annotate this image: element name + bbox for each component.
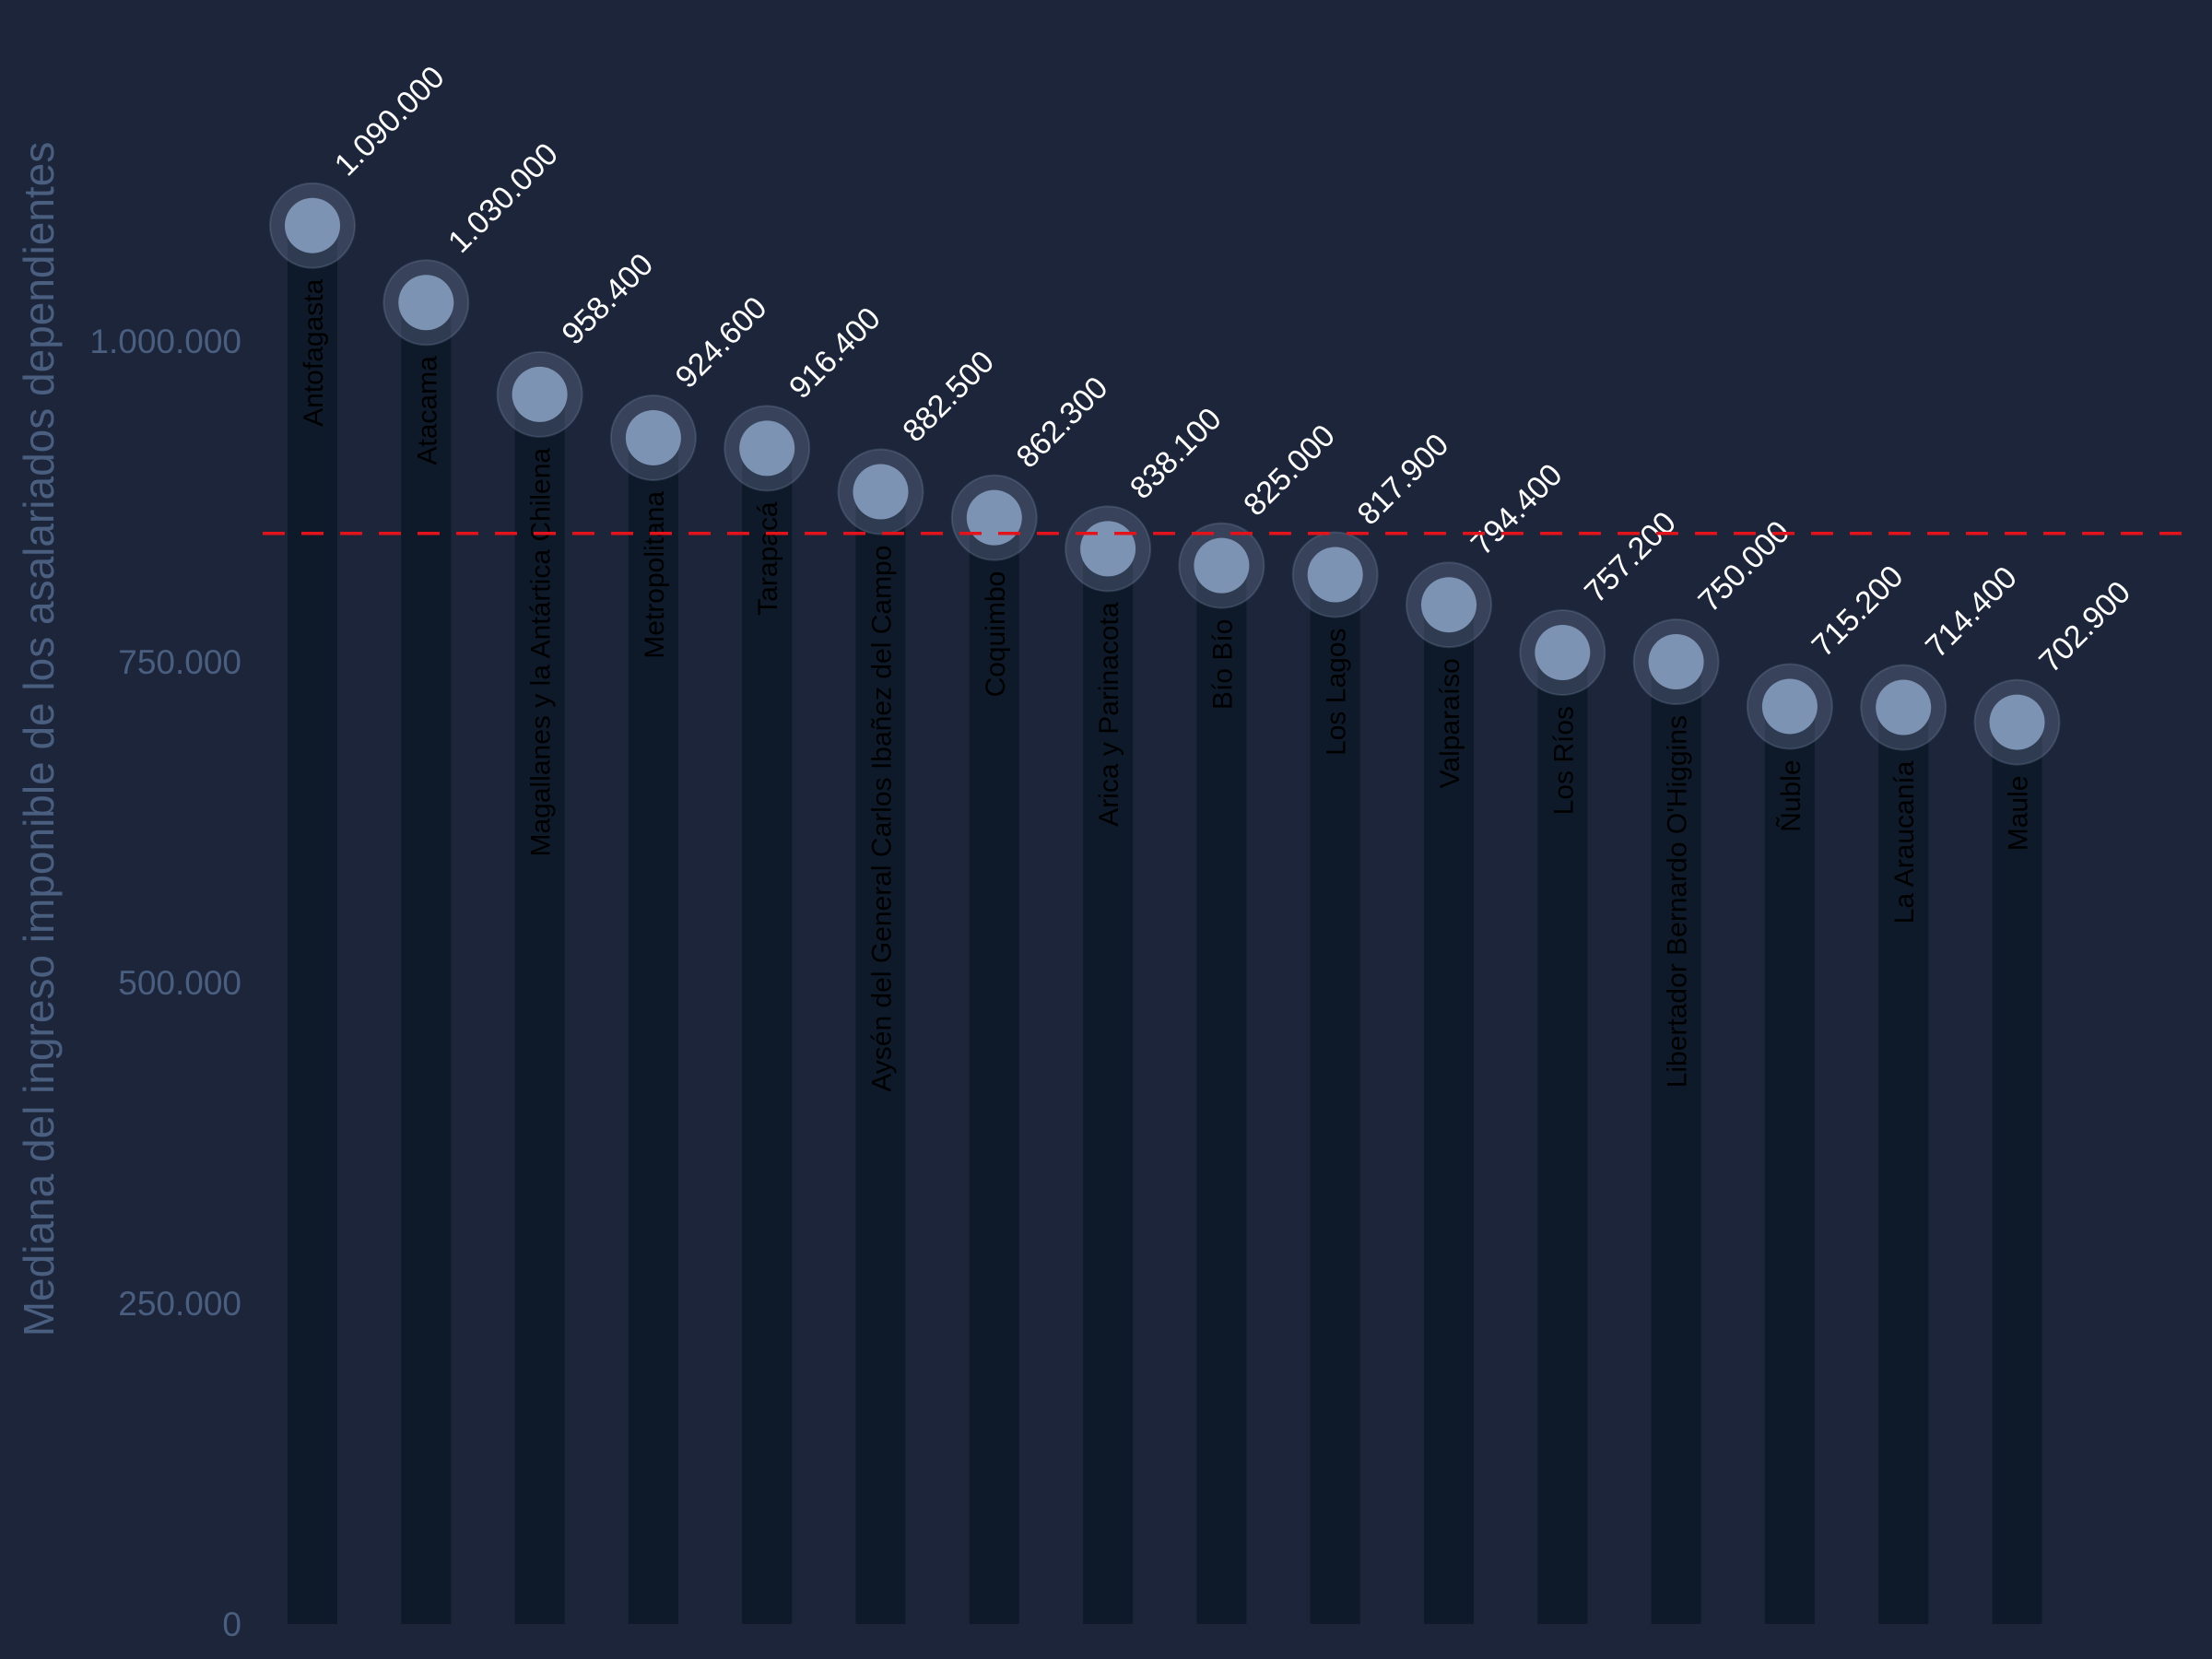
bar-stem <box>1083 548 1134 1625</box>
data-point <box>1876 679 1932 735</box>
bar-stem <box>969 517 1019 1624</box>
bar-stem <box>1992 722 2042 1624</box>
category-label: Arica y Parinacota <box>1094 602 1124 827</box>
data-label: 1.030.000 <box>441 136 565 260</box>
bar-stem <box>514 394 565 1624</box>
data-point <box>1194 537 1250 594</box>
category-label: La Araucanía <box>1889 760 1920 924</box>
bar-stem <box>628 437 678 1624</box>
category-label: Libertador Bernardo O'Higgins <box>1663 715 1693 1088</box>
data-point <box>1761 678 1818 735</box>
category-label: Bío Bío <box>1207 619 1238 710</box>
bar-stem <box>742 448 793 1624</box>
bar-stem <box>1651 662 1701 1624</box>
bar-stem <box>1878 707 1929 1624</box>
y-tick-label: 250.000 <box>118 1285 241 1323</box>
data-label: 838.100 <box>1124 401 1229 506</box>
data-label: 958.400 <box>555 247 660 352</box>
bar-stem <box>1196 565 1247 1624</box>
data-point <box>1421 577 1477 633</box>
y-axis-title: Mediana del ingreso imponible de los asa… <box>15 142 63 1337</box>
data-label: 757.200 <box>1578 505 1683 610</box>
bar-stem <box>1764 706 1815 1624</box>
data-label: 714.400 <box>1919 559 2024 665</box>
data-label: 794.400 <box>1465 457 1570 562</box>
data-point <box>1535 624 1591 680</box>
y-tick-label: 1.000.000 <box>89 323 241 360</box>
data-label: 750.000 <box>1691 514 1796 619</box>
data-point <box>398 275 454 331</box>
data-label: 817.900 <box>1350 427 1455 532</box>
data-point <box>512 366 568 422</box>
data-label: 916.400 <box>782 300 888 406</box>
category-label: Antofagasta <box>299 278 329 426</box>
category-label: Aysén del General Carlos Ibañez del Camp… <box>867 546 898 1092</box>
category-label: Magallanes y la Antártica Chilena <box>526 448 557 857</box>
y-tick-label: 0 <box>222 1606 241 1643</box>
data-label: 882.500 <box>896 344 1001 449</box>
bar-stem <box>401 302 452 1624</box>
data-label: 862.300 <box>1010 371 1115 476</box>
category-label: Valparaíso <box>1435 658 1465 788</box>
data-point <box>1080 521 1136 577</box>
category-label: Metropolitana <box>640 491 670 659</box>
data-label: 825.000 <box>1237 418 1342 523</box>
y-tick-label: 500.000 <box>118 964 241 1002</box>
bar-stem <box>1537 652 1588 1625</box>
category-label: Coquimbo <box>981 571 1011 698</box>
data-point <box>853 464 909 520</box>
data-point <box>1307 547 1363 603</box>
data-label: 924.600 <box>669 290 774 395</box>
category-label: Maule <box>2004 776 2034 852</box>
category-label: Los Lagos <box>1322 628 1352 755</box>
data-label: 1.090.000 <box>328 60 452 183</box>
data-point <box>1648 634 1704 689</box>
data-label: 715.200 <box>1806 559 1911 664</box>
category-label: Ñuble <box>1775 759 1806 831</box>
data-point <box>285 197 340 253</box>
data-label: 702.900 <box>2032 574 2137 679</box>
bar-stem <box>855 491 906 1624</box>
bar-stem <box>1424 605 1474 1624</box>
bar-stem <box>1310 574 1360 1625</box>
data-point <box>625 409 681 465</box>
data-point <box>739 420 795 477</box>
bar-stem <box>288 225 337 1625</box>
data-point <box>966 489 1022 546</box>
category-label: Tarapacá <box>753 501 783 616</box>
y-tick-label: 750.000 <box>118 643 241 681</box>
data-point <box>1989 694 2045 750</box>
category-label: Los Ríos <box>1548 706 1579 815</box>
category-label: Atacama <box>412 356 442 465</box>
